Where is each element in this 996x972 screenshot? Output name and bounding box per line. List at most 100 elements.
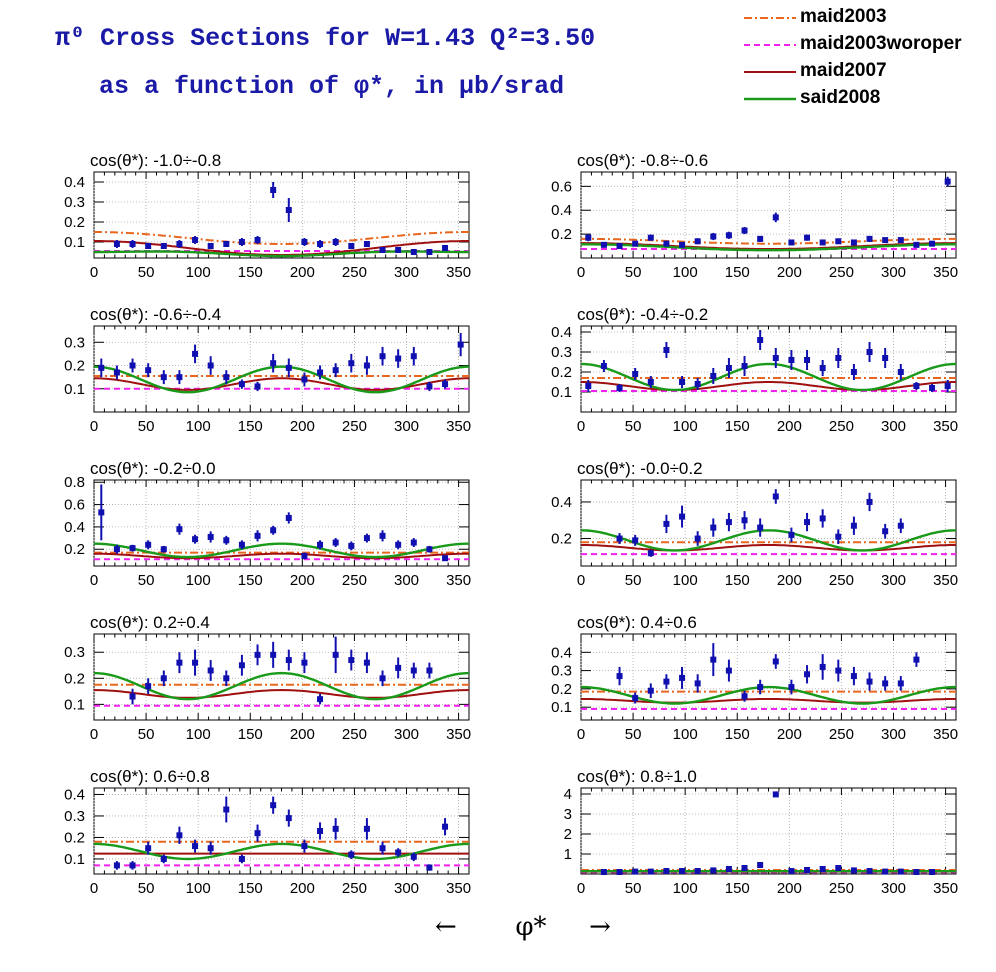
x-tick-label: 200	[777, 880, 802, 897]
data-point	[647, 550, 654, 557]
data-point	[192, 237, 199, 243]
x-tick-label: 350	[933, 264, 958, 281]
x-tick-label: 200	[290, 418, 315, 435]
panel-2: cos(θ*): -0.6÷-0.4 0 50 100 150 200 250 300 350 0…	[64, 305, 471, 435]
x-tick-label: 250	[342, 880, 367, 897]
data-point	[679, 379, 686, 385]
data-point	[882, 528, 889, 535]
data-point	[866, 498, 873, 505]
data-point	[379, 532, 386, 539]
model-curve-said2008	[580, 529, 957, 552]
data-point	[663, 520, 670, 527]
legend-label-maid2003woroper: maid2003woroper	[800, 33, 962, 54]
data-point	[616, 243, 623, 250]
data-point	[694, 381, 701, 387]
x-tick-label: 250	[829, 418, 854, 435]
data-point	[254, 830, 261, 837]
plot-frame	[93, 787, 470, 875]
x-tick-label: 350	[446, 264, 471, 281]
data-point	[145, 541, 152, 548]
data-point	[317, 369, 324, 376]
data-point	[819, 866, 826, 872]
data-point	[98, 509, 105, 516]
data-point	[426, 249, 433, 255]
data-point	[223, 241, 230, 247]
data-point	[348, 851, 355, 858]
data-point	[850, 369, 857, 375]
panel-title: cos(θ*): -0.6÷-0.4	[90, 305, 221, 324]
data-point	[442, 555, 449, 562]
data-point	[835, 865, 842, 871]
panel-5: cos(θ*): -0.0÷0.2 0 50 100 150 200 250 300 350 0.…	[551, 459, 958, 589]
y-tick-label: 0.2	[64, 541, 85, 558]
data-point	[819, 365, 826, 371]
data-point	[254, 383, 261, 390]
panel-title: cos(θ*): -1.0÷-0.8	[90, 151, 221, 170]
data-point	[129, 241, 136, 247]
data-point	[710, 867, 717, 874]
panel-title: cos(θ*): -0.2÷0.0	[90, 459, 216, 478]
data-point	[363, 362, 370, 369]
data-point	[632, 868, 639, 875]
data-point	[819, 663, 826, 670]
x-axis-label: ← φ* →	[435, 912, 611, 942]
panel-title: cos(θ*): -0.0÷0.2	[577, 459, 703, 478]
data-point	[679, 241, 686, 248]
x-tick-label: 300	[881, 418, 906, 435]
data-point	[788, 868, 795, 874]
data-point	[270, 651, 277, 658]
data-point	[457, 341, 464, 348]
data-point	[882, 237, 889, 244]
data-point	[332, 239, 339, 245]
data-point	[238, 381, 245, 388]
data-point	[819, 239, 826, 246]
data-point	[850, 522, 857, 529]
model-curve-said2008	[94, 250, 469, 258]
data-point	[176, 374, 183, 381]
x-tick-label: 50	[138, 418, 155, 435]
x-tick-label: 350	[933, 880, 958, 897]
x-tick-label: 200	[777, 726, 802, 743]
data-point	[929, 385, 936, 391]
data-point	[850, 673, 857, 680]
data-point	[207, 533, 214, 540]
x-tick-label: 300	[394, 418, 419, 435]
data-point	[804, 671, 811, 678]
data-point	[725, 519, 732, 526]
panel-title: cos(θ*): 0.6÷0.8	[90, 767, 210, 786]
data-point	[145, 845, 152, 852]
legend-item-maid2007: maid2007	[742, 60, 992, 87]
data-point	[348, 542, 355, 549]
x-tick-label: 150	[238, 418, 263, 435]
data-point	[395, 541, 402, 548]
x-axis-variable: φ*	[515, 912, 547, 942]
data-point	[332, 651, 339, 658]
y-tick-label: 0.1	[64, 381, 85, 398]
data-point	[772, 355, 779, 361]
x-tick-label: 150	[725, 572, 750, 589]
y-tick-label: 0.1	[64, 234, 85, 251]
data-point	[710, 524, 717, 531]
x-tick-label: 250	[829, 726, 854, 743]
data-point	[176, 241, 183, 247]
data-point	[348, 243, 355, 249]
data-point	[632, 537, 639, 544]
data-point	[192, 843, 199, 850]
x-tick-label: 350	[446, 572, 471, 589]
x-tick-label: 250	[342, 572, 367, 589]
data-point	[207, 362, 214, 369]
data-point	[129, 862, 136, 869]
data-point	[632, 240, 639, 247]
data-point	[897, 522, 904, 529]
data-point	[788, 684, 795, 691]
data-point	[317, 541, 324, 548]
x-tick-label: 300	[394, 880, 419, 897]
y-tick-label: 0.4	[64, 519, 85, 536]
y-tick-label: 0.2	[64, 829, 85, 846]
data-point	[395, 664, 402, 671]
x-tick-label: 100	[186, 418, 211, 435]
data-point	[192, 536, 199, 543]
y-tick-label: 0.2	[551, 226, 572, 243]
data-point	[238, 855, 245, 862]
panel-1: cos(θ*): -0.8÷-0.6 0 50 100 150 200 250 300 350 0…	[551, 151, 958, 281]
